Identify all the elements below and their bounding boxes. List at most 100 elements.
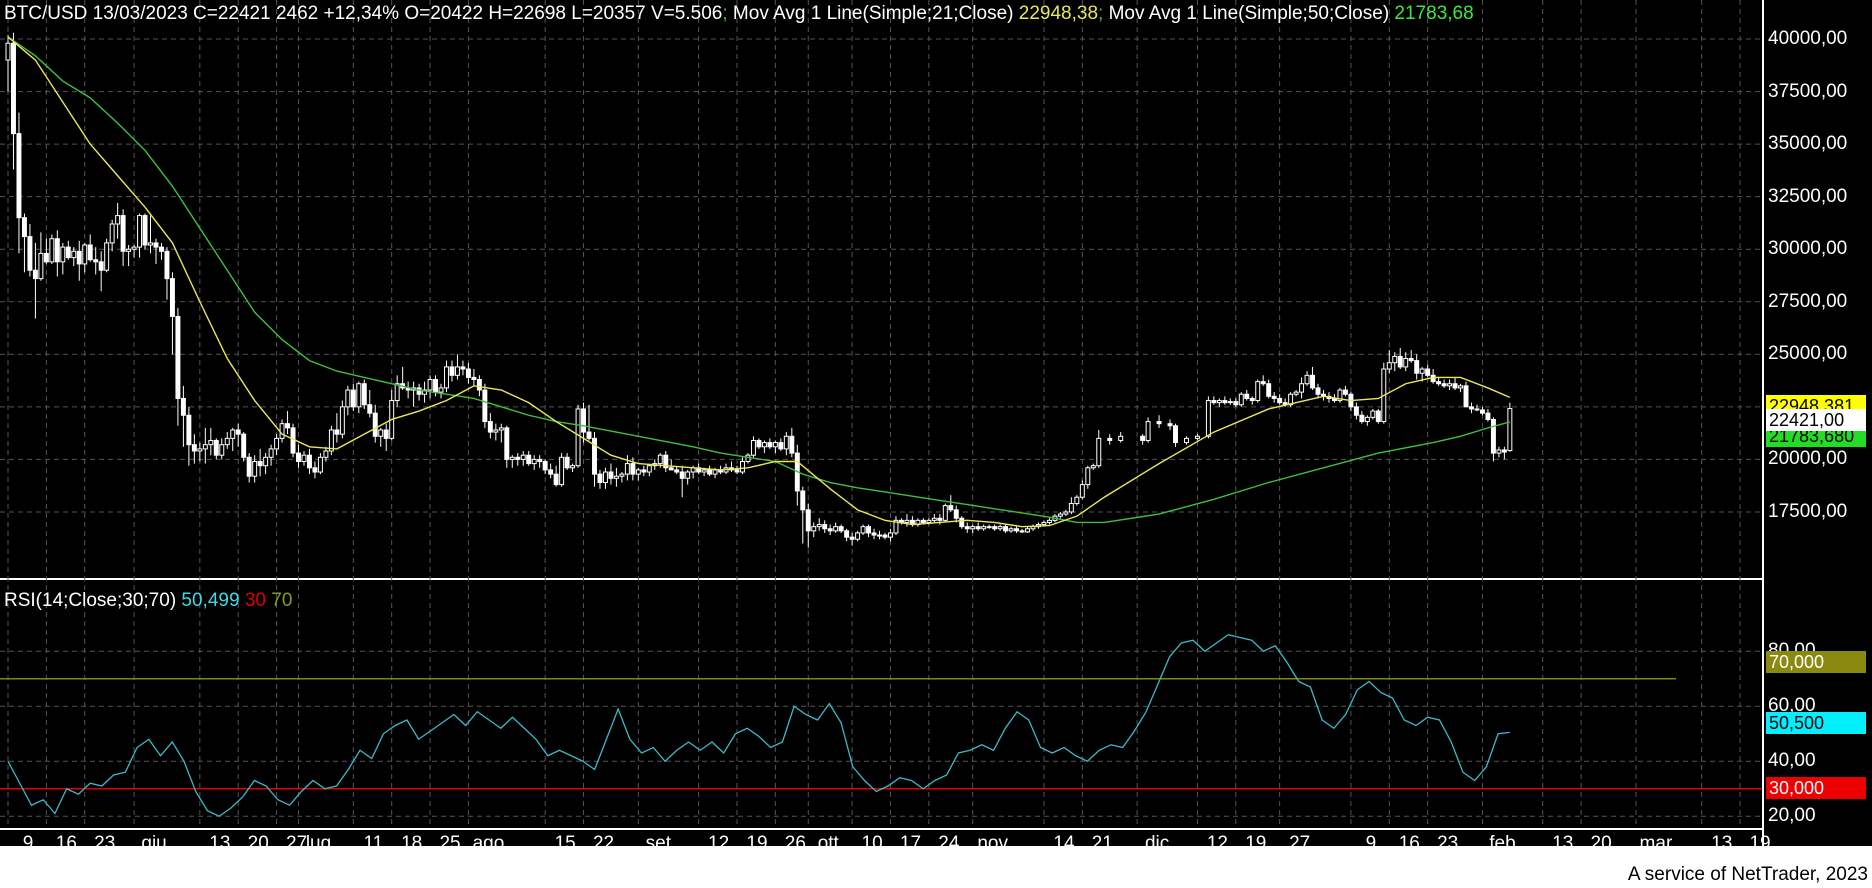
candle-up <box>71 250 77 259</box>
candle-down <box>542 460 548 471</box>
candle-up <box>219 444 225 456</box>
candle-down <box>476 379 482 391</box>
candle-up <box>104 242 110 271</box>
candle-down <box>1375 410 1381 423</box>
candle-up <box>811 526 817 532</box>
close-price-badge: 22421,00 <box>1766 409 1866 431</box>
candle-down <box>827 528 833 532</box>
candle-up <box>942 505 948 521</box>
candle-down <box>1408 358 1414 362</box>
ma21-value: 22948,38 <box>1018 3 1099 24</box>
candle-down <box>537 458 543 462</box>
candle-down <box>246 456 252 477</box>
candle-down <box>449 366 455 376</box>
candle-up <box>109 223 115 244</box>
candle-up <box>345 389 351 408</box>
candle-up <box>1183 437 1189 444</box>
candle-down <box>866 526 872 534</box>
candle-up <box>986 526 992 529</box>
candle-up <box>1293 391 1299 395</box>
candle-down <box>487 421 493 433</box>
candle-up <box>1337 389 1343 402</box>
candle-down <box>1474 408 1480 411</box>
candle-down <box>1260 381 1266 385</box>
candle-down <box>564 456 570 469</box>
candle-up <box>931 517 937 521</box>
candle-down <box>350 389 356 408</box>
candle-down <box>1353 406 1359 416</box>
candle-down <box>1469 406 1474 410</box>
candle-down <box>1277 397 1283 404</box>
candle-down <box>471 376 477 381</box>
candle-up <box>1118 435 1124 441</box>
candle-up <box>356 383 362 408</box>
candle-up <box>1145 421 1151 441</box>
candle-down <box>235 429 241 435</box>
candle-down <box>433 379 439 393</box>
candle-down <box>416 387 422 395</box>
candle-down <box>822 524 828 530</box>
rsi-tick-label: 60,00 <box>1768 695 1816 717</box>
candle-up <box>1096 437 1102 467</box>
candle-down <box>1397 355 1403 368</box>
candle-down <box>1156 421 1162 425</box>
candle-up <box>1227 401 1233 404</box>
ma50-label: Mov Avg 1 Line(Simple;50;Close) <box>1103 3 1395 24</box>
candle-down <box>548 469 554 475</box>
candle-down <box>120 215 126 252</box>
candle-down <box>1479 409 1485 414</box>
ma21-label: Mov Avg 1 Line(Simple;21;Close) <box>727 3 1019 24</box>
candle-up <box>888 532 893 538</box>
candle-down <box>11 42 16 135</box>
candle-down <box>844 530 850 538</box>
candle-up <box>1090 465 1096 469</box>
candle-up <box>1403 358 1409 368</box>
candle-down <box>679 471 685 479</box>
price-tick-label: 30000,00 <box>1768 238 1848 260</box>
candle-up <box>1386 362 1392 370</box>
symbol-quote: BTC/USD 13/03/2023 C=22421 2462 +12,34% … <box>4 3 723 24</box>
candle-down <box>553 473 559 486</box>
candle-down <box>16 133 22 219</box>
candle-down <box>964 526 970 530</box>
candle-up <box>1288 393 1294 406</box>
candle-down <box>1501 449 1507 453</box>
candle-down <box>1233 401 1239 406</box>
candle-up <box>279 423 285 439</box>
rsi-line <box>7 634 1510 817</box>
candle-down <box>1463 385 1469 408</box>
candle-up <box>559 456 565 486</box>
candle-down <box>169 278 175 317</box>
candle-down <box>1310 374 1316 389</box>
candle-down <box>1271 395 1277 399</box>
candle-up <box>745 454 751 462</box>
candle-up <box>263 456 269 467</box>
candle-down <box>1249 397 1255 402</box>
candle-up <box>1507 408 1513 452</box>
rsi-30-badge: 30,000 <box>1766 777 1866 799</box>
candle-up <box>1216 400 1222 404</box>
header-separator: ; <box>1098 3 1104 24</box>
candle-up <box>646 465 652 473</box>
candle-up <box>274 437 280 450</box>
candle-down <box>920 519 926 523</box>
candle-up <box>981 526 987 530</box>
candle-up <box>82 244 88 265</box>
candle-down <box>142 215 148 246</box>
candle-down <box>372 412 378 437</box>
candle-up <box>750 439 756 456</box>
candle-up <box>230 429 236 439</box>
candle-down <box>1167 423 1173 427</box>
candle-up <box>1255 381 1261 402</box>
candle-up <box>131 246 137 250</box>
candle-up <box>498 427 504 431</box>
candle-up <box>1008 528 1014 532</box>
candle-down <box>1430 374 1436 383</box>
candle-up <box>378 429 384 437</box>
candle-down <box>515 456 521 460</box>
candle-down <box>1107 437 1113 441</box>
candle-down <box>1003 526 1009 532</box>
candle-up <box>339 406 345 435</box>
candle-up <box>712 469 718 475</box>
price-tick-label: 32500,00 <box>1768 185 1848 207</box>
